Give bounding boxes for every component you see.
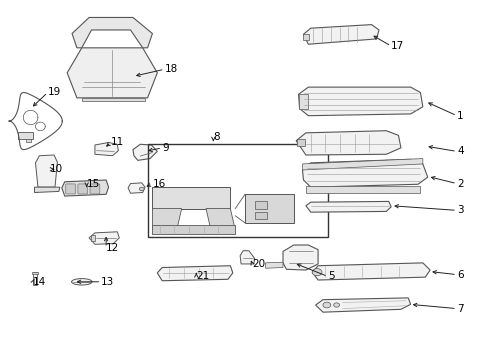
Bar (255, 202, 267, 208)
Polygon shape (35, 155, 57, 187)
Polygon shape (240, 251, 255, 264)
Polygon shape (316, 298, 411, 312)
Bar (303, 33, 309, 40)
Text: 10: 10 (50, 164, 63, 174)
Text: 2: 2 (457, 179, 464, 189)
Circle shape (334, 303, 340, 307)
FancyBboxPatch shape (90, 184, 100, 194)
Text: 3: 3 (457, 205, 464, 215)
Polygon shape (302, 159, 428, 187)
Bar (296, 139, 305, 146)
Polygon shape (206, 208, 235, 230)
Polygon shape (34, 187, 60, 193)
Polygon shape (67, 48, 157, 98)
Polygon shape (306, 202, 391, 212)
Text: 11: 11 (111, 138, 124, 148)
Bar (91, 235, 96, 241)
Text: 21: 21 (196, 271, 210, 282)
Bar (306, 186, 420, 193)
Text: 4: 4 (457, 147, 464, 157)
Polygon shape (62, 180, 109, 196)
Polygon shape (296, 131, 401, 155)
Text: 18: 18 (165, 64, 178, 74)
Bar (26, 139, 30, 143)
Text: 20: 20 (252, 259, 266, 269)
Bar (245, 194, 294, 223)
Polygon shape (302, 158, 423, 170)
Text: 12: 12 (106, 243, 120, 253)
Bar (152, 225, 235, 234)
Circle shape (139, 187, 144, 191)
Text: 5: 5 (328, 271, 335, 282)
Polygon shape (312, 263, 430, 280)
Ellipse shape (72, 279, 92, 285)
Polygon shape (95, 143, 118, 156)
Text: 16: 16 (152, 179, 166, 189)
Text: 1: 1 (457, 111, 464, 121)
Circle shape (312, 269, 322, 276)
Polygon shape (298, 94, 308, 109)
Text: 6: 6 (457, 270, 464, 280)
Polygon shape (82, 98, 145, 102)
Text: 8: 8 (213, 132, 220, 142)
Polygon shape (283, 245, 318, 270)
Circle shape (323, 302, 331, 308)
Bar (255, 212, 267, 219)
Polygon shape (72, 18, 152, 48)
FancyBboxPatch shape (78, 184, 88, 194)
Text: 15: 15 (87, 179, 100, 189)
Polygon shape (157, 266, 233, 281)
Bar (147, 144, 328, 237)
Polygon shape (128, 183, 145, 193)
Text: 13: 13 (101, 277, 115, 287)
Bar (31, 272, 38, 274)
Polygon shape (266, 262, 283, 268)
Polygon shape (133, 144, 157, 160)
Polygon shape (89, 232, 119, 244)
Polygon shape (303, 24, 379, 44)
Bar (152, 187, 230, 208)
Polygon shape (152, 208, 182, 230)
Text: 19: 19 (48, 87, 61, 98)
Bar (19, 132, 33, 139)
Text: 17: 17 (391, 41, 404, 51)
Text: 7: 7 (457, 303, 464, 314)
FancyBboxPatch shape (66, 184, 75, 194)
Bar (33, 272, 37, 285)
Text: 14: 14 (33, 277, 47, 287)
Polygon shape (298, 87, 423, 116)
Text: 9: 9 (162, 143, 169, 153)
